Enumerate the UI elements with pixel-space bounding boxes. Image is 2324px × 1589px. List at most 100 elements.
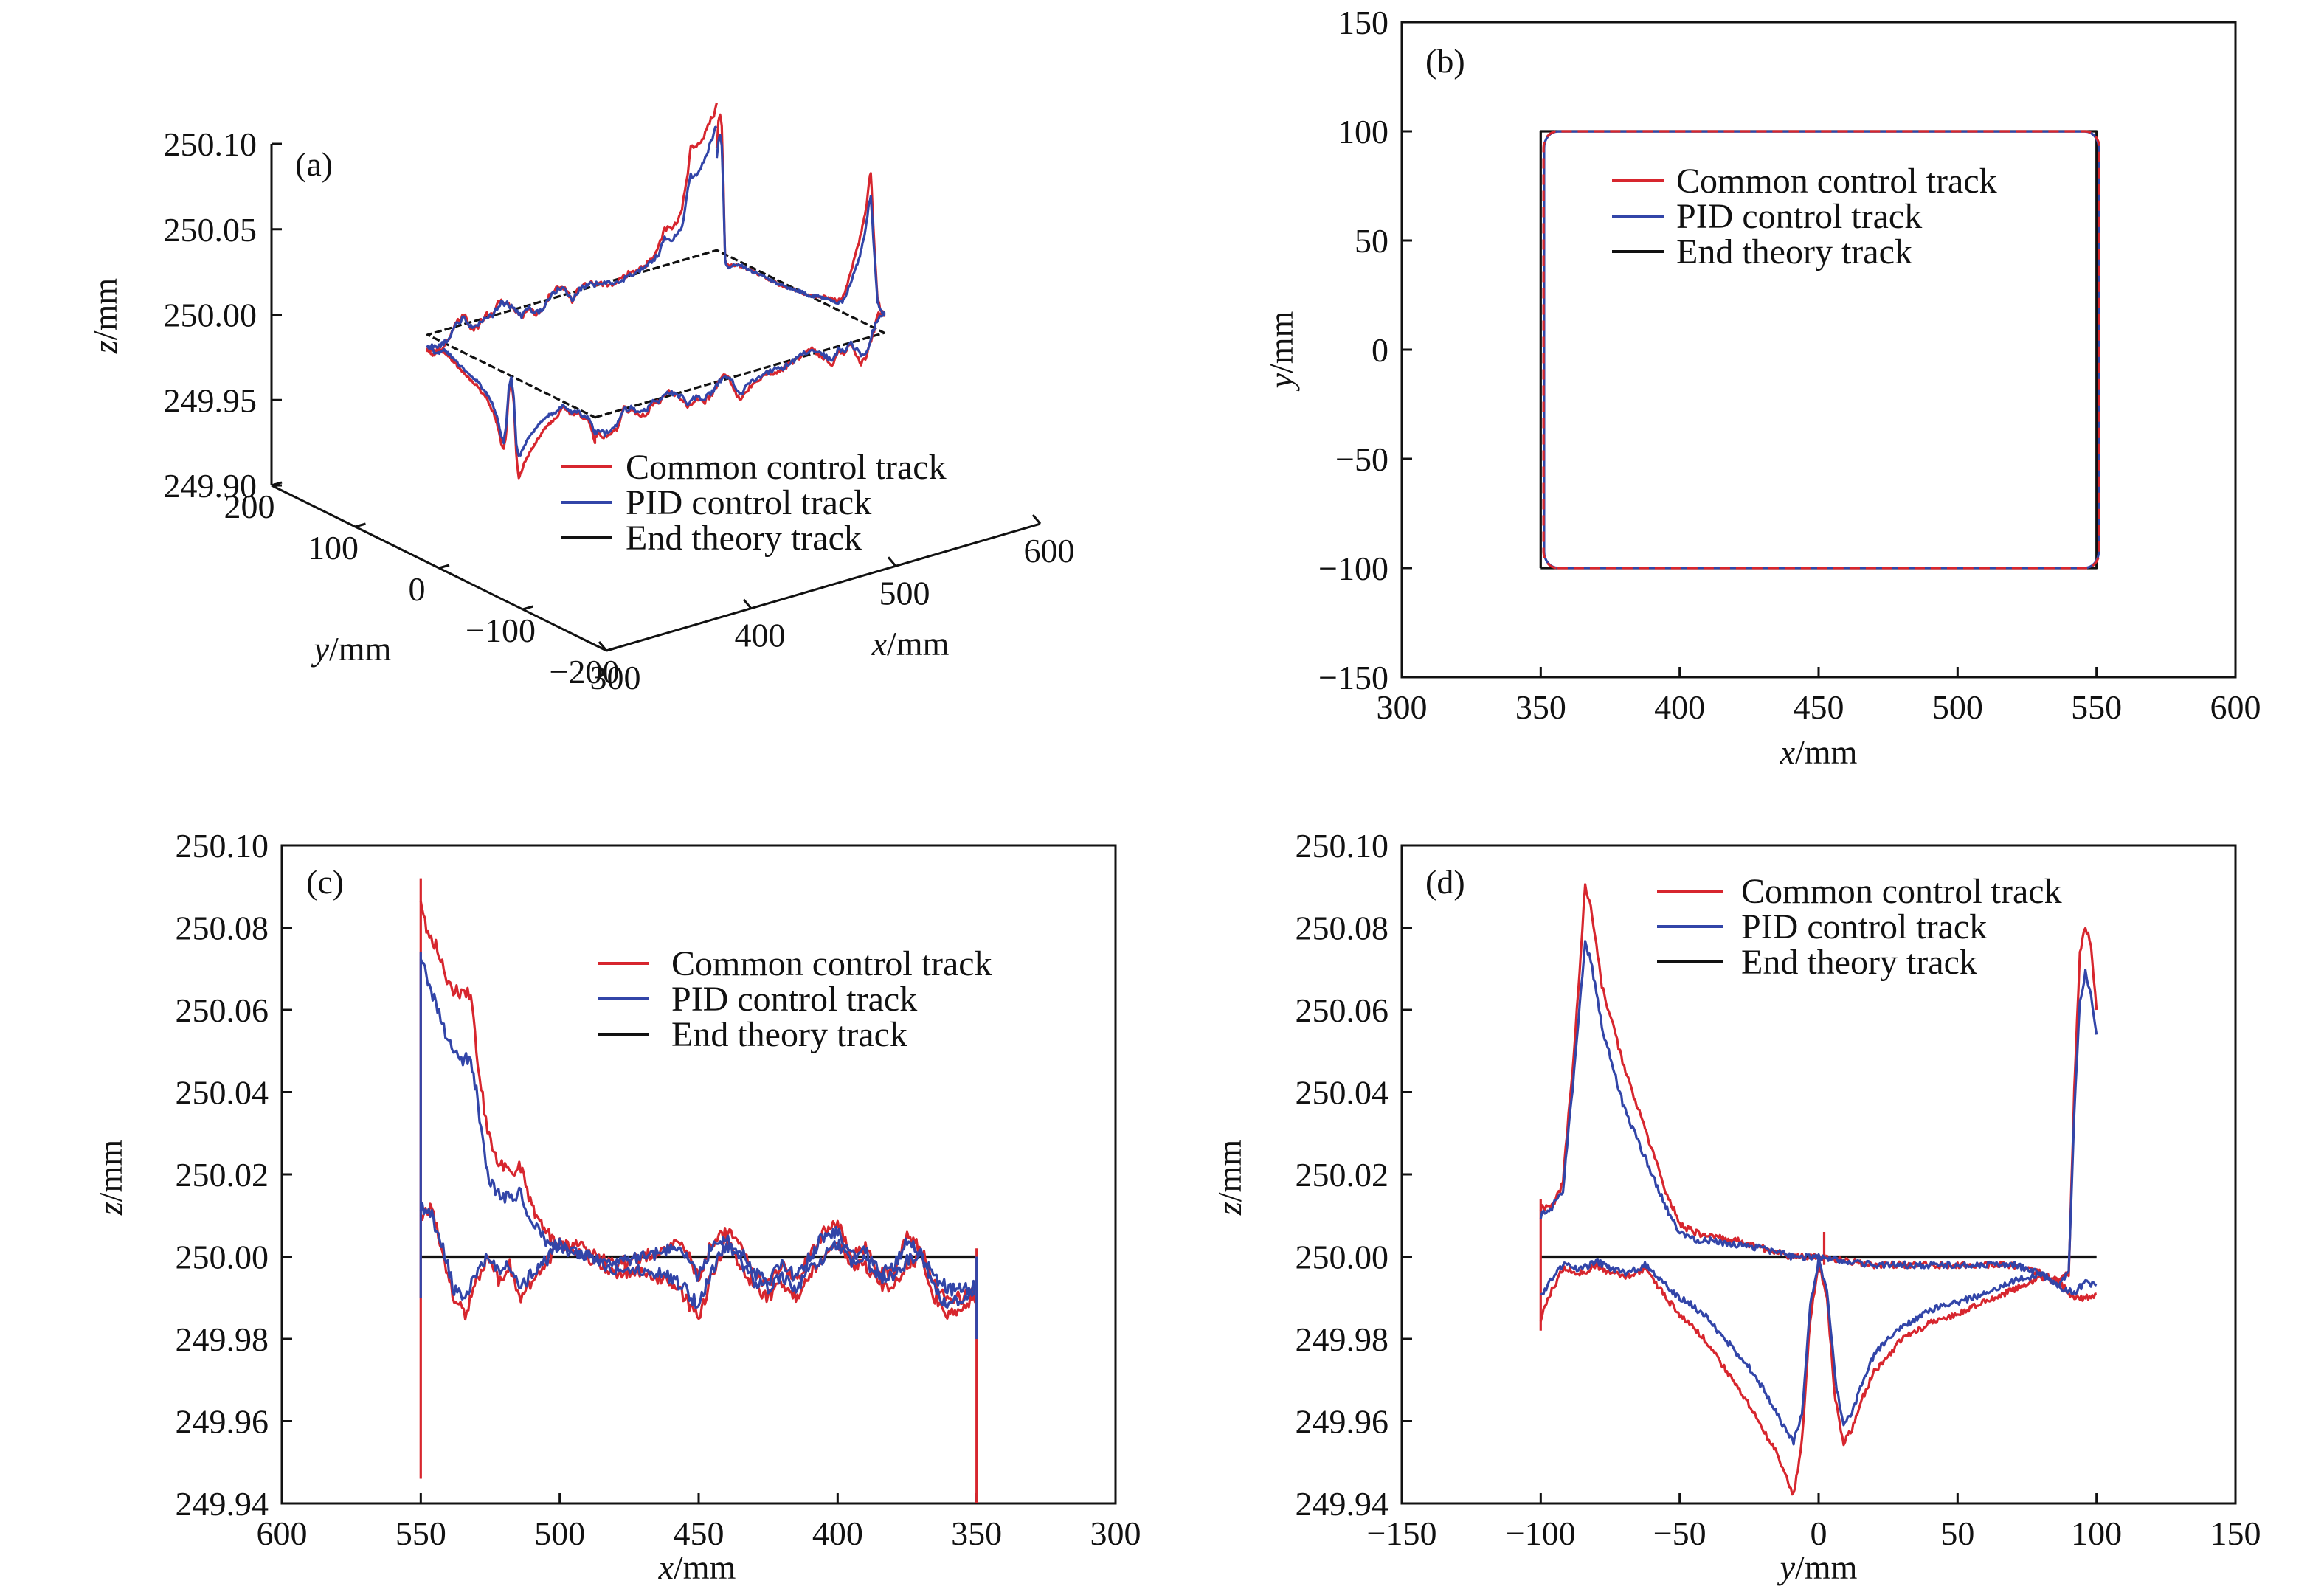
panel-b-y-tick-label: −100 bbox=[1318, 550, 1388, 587]
panel-a-z-tick-label: 250.05 bbox=[164, 211, 257, 249]
panel-b-x-tick-label: 500 bbox=[1932, 688, 1983, 726]
panel-c-y-tick-label: 249.96 bbox=[176, 1403, 269, 1441]
panel-a-y-tick-label: 0 bbox=[409, 570, 426, 608]
panel-b-y-tick-label: 0 bbox=[1372, 331, 1388, 369]
panel-d-ticks: −150 −100 −50 0 50 100 150 249.94 249.96 249.98 25… bbox=[1296, 827, 2261, 1552]
panel-a-z-tick-label: 249.95 bbox=[164, 381, 257, 419]
panel-b-xy-plot: 300 350 400 450 500 550 600 −150 −100 −50 0 50 100 15… bbox=[1262, 4, 2261, 771]
panel-c-x-axis-label: x/mm bbox=[658, 1548, 736, 1586]
panel-a-y-tick-mark bbox=[522, 605, 533, 611]
panel-a-y-tick-label: −200 bbox=[550, 653, 620, 690]
panel-d-x-tick-label: 100 bbox=[2071, 1514, 2122, 1552]
panel-c-common-lower-trace bbox=[419, 1202, 978, 1321]
panel-c-x-tick-label: 450 bbox=[674, 1514, 724, 1552]
panel-a-x-tick-label: 500 bbox=[879, 574, 930, 612]
panel-b-x-axis-label: x/mm bbox=[1780, 733, 1858, 771]
panel-d-x-tick-label: 0 bbox=[1811, 1514, 1827, 1552]
panel-b-legend-theory: End theory track bbox=[1676, 232, 1912, 271]
panel-d-x-tick-label: 150 bbox=[2210, 1514, 2261, 1552]
panel-c-pid-lower-trace bbox=[419, 1202, 978, 1309]
panel-c-xz-plot: 600 550 500 450 400 350 300 249.94 249.96 249.98 2… bbox=[91, 827, 1141, 1586]
panel-a-x-tick-label: 300 bbox=[590, 659, 641, 696]
panel-c-x-tick-label: 550 bbox=[395, 1514, 446, 1552]
panel-a-y-tick-label: −100 bbox=[466, 612, 536, 649]
panel-d-y-tick-label: 250.02 bbox=[1296, 1156, 1389, 1194]
panel-c-y-tick-label: 250.08 bbox=[176, 910, 269, 947]
panel-a-ticks: 249.90 249.95 250.00 250.05 250.10 −200 −100 0 1… bbox=[164, 125, 1075, 696]
panel-d-y-tick-label: 250.00 bbox=[1296, 1239, 1389, 1276]
panel-a-z-tick-label: 250.00 bbox=[164, 297, 257, 334]
panel-c-y-tick-label: 250.04 bbox=[176, 1074, 269, 1112]
panel-d-common-lower-trace bbox=[1539, 1261, 2097, 1496]
panel-c-legend: Common control track PID control track E… bbox=[598, 944, 992, 1054]
panel-b-y-tick-label: 100 bbox=[1338, 113, 1388, 150]
panel-b-y-tick-label: −150 bbox=[1318, 659, 1388, 696]
panel-b-common-track bbox=[1542, 130, 2100, 570]
panel-b-x-tick-label: 550 bbox=[2071, 688, 2122, 726]
panel-b-traces bbox=[1539, 130, 2100, 570]
panel-a-x-axis-label: x/mm bbox=[871, 625, 950, 662]
panel-d-x-tick-label: −50 bbox=[1653, 1514, 1706, 1552]
panel-a-legend: Common control track PID control track E… bbox=[561, 448, 947, 558]
panel-d-label: (d) bbox=[1425, 863, 1465, 901]
panel-a-z-tick-label: 249.90 bbox=[164, 467, 257, 505]
panel-b-frame bbox=[1400, 21, 2237, 679]
panel-a-x-tick-mark bbox=[598, 641, 608, 651]
panel-d-y-axis-label: z/mm bbox=[1211, 1140, 1248, 1216]
panel-d-legend-theory: End theory track bbox=[1741, 943, 1977, 982]
panel-b-y-tick-label: 150 bbox=[1338, 4, 1388, 41]
panel-d-x-tick-label: −100 bbox=[1506, 1514, 1576, 1552]
panel-b-y-tick-label: −50 bbox=[1335, 440, 1388, 478]
panel-a-x-tick-mark bbox=[742, 598, 753, 609]
panel-d-legend: Common control track PID control track E… bbox=[1657, 872, 2062, 982]
panel-d-y-tick-label: 249.98 bbox=[1296, 1320, 1389, 1358]
panel-c-ticks: 600 550 500 450 400 350 300 249.94 249.96 249.98 2… bbox=[176, 827, 1141, 1552]
panel-c-y-tick-label: 249.98 bbox=[176, 1320, 269, 1358]
panel-b-x-tick-label: 300 bbox=[1377, 688, 1428, 726]
panel-a-x-tick-mark bbox=[1031, 514, 1042, 525]
panel-a-theory-track bbox=[426, 249, 886, 419]
panel-b-x-tick-label: 400 bbox=[1654, 688, 1705, 726]
panel-a-legend-pid: PID control track bbox=[626, 483, 871, 522]
panel-c-legend-theory: End theory track bbox=[671, 1015, 907, 1054]
panel-a-label: (a) bbox=[295, 145, 333, 183]
panel-b-x-tick-label: 450 bbox=[1794, 688, 1844, 726]
panel-a-legend-theory: End theory track bbox=[626, 519, 862, 558]
panel-c-pid-upper-trace bbox=[419, 958, 978, 1297]
panel-b-legend-pid: PID control track bbox=[1676, 197, 1922, 236]
panel-b-label: (b) bbox=[1425, 42, 1465, 80]
panel-d-y-tick-label: 249.94 bbox=[1296, 1485, 1389, 1523]
panel-d-pid-lower-trace bbox=[1540, 1256, 2098, 1446]
panel-b-legend: Common control track PID control track E… bbox=[1612, 162, 1997, 271]
panel-c-x-tick-label: 500 bbox=[534, 1514, 585, 1552]
panel-d-traces bbox=[1539, 883, 2098, 1496]
panel-d-legend-pid: PID control track bbox=[1741, 907, 1987, 946]
panel-d-y-tick-label: 250.06 bbox=[1296, 991, 1389, 1029]
panel-a-x-tick-mark bbox=[887, 556, 897, 567]
panel-a-pid-track bbox=[426, 125, 886, 457]
panel-a-y-tick-mark bbox=[438, 564, 450, 570]
panel-a-y-tick-label: 200 bbox=[224, 488, 275, 525]
panel-c-legend-pid: PID control track bbox=[671, 980, 917, 1019]
panel-c-y-tick-label: 250.00 bbox=[176, 1239, 269, 1276]
panel-c-label: (c) bbox=[306, 863, 344, 901]
panel-c-y-axis-label: z/mm bbox=[91, 1140, 129, 1216]
panel-a-y-axis-label: y/mm bbox=[311, 630, 392, 668]
panel-b-y-axis-label: y/mm bbox=[1262, 311, 1300, 391]
panel-c-y-tick-label: 249.94 bbox=[176, 1485, 269, 1523]
panel-d-pid-upper-trace bbox=[1539, 940, 2098, 1289]
panel-a-x-axis bbox=[606, 522, 1041, 652]
panel-b-legend-common: Common control track bbox=[1676, 162, 1997, 201]
panel-d-x-tick-label: −150 bbox=[1367, 1514, 1437, 1552]
panel-c-traces bbox=[419, 878, 978, 1503]
panel-d-x-axis-label: y/mm bbox=[1777, 1548, 1858, 1586]
panel-d-y-tick-label: 250.08 bbox=[1296, 910, 1389, 947]
panel-c-x-tick-label: 350 bbox=[951, 1514, 1002, 1552]
panel-a-y-tick-mark bbox=[606, 646, 618, 652]
panel-a-3d-plot: 249.90 249.95 250.00 250.05 250.10 −200 −100 0 1… bbox=[86, 102, 1075, 696]
panel-c-legend-common: Common control track bbox=[671, 944, 992, 983]
panel-c-y-tick-label: 250.06 bbox=[176, 991, 269, 1029]
panel-a-y-tick-mark bbox=[271, 481, 283, 487]
panel-a-x-tick-label: 400 bbox=[735, 617, 786, 654]
